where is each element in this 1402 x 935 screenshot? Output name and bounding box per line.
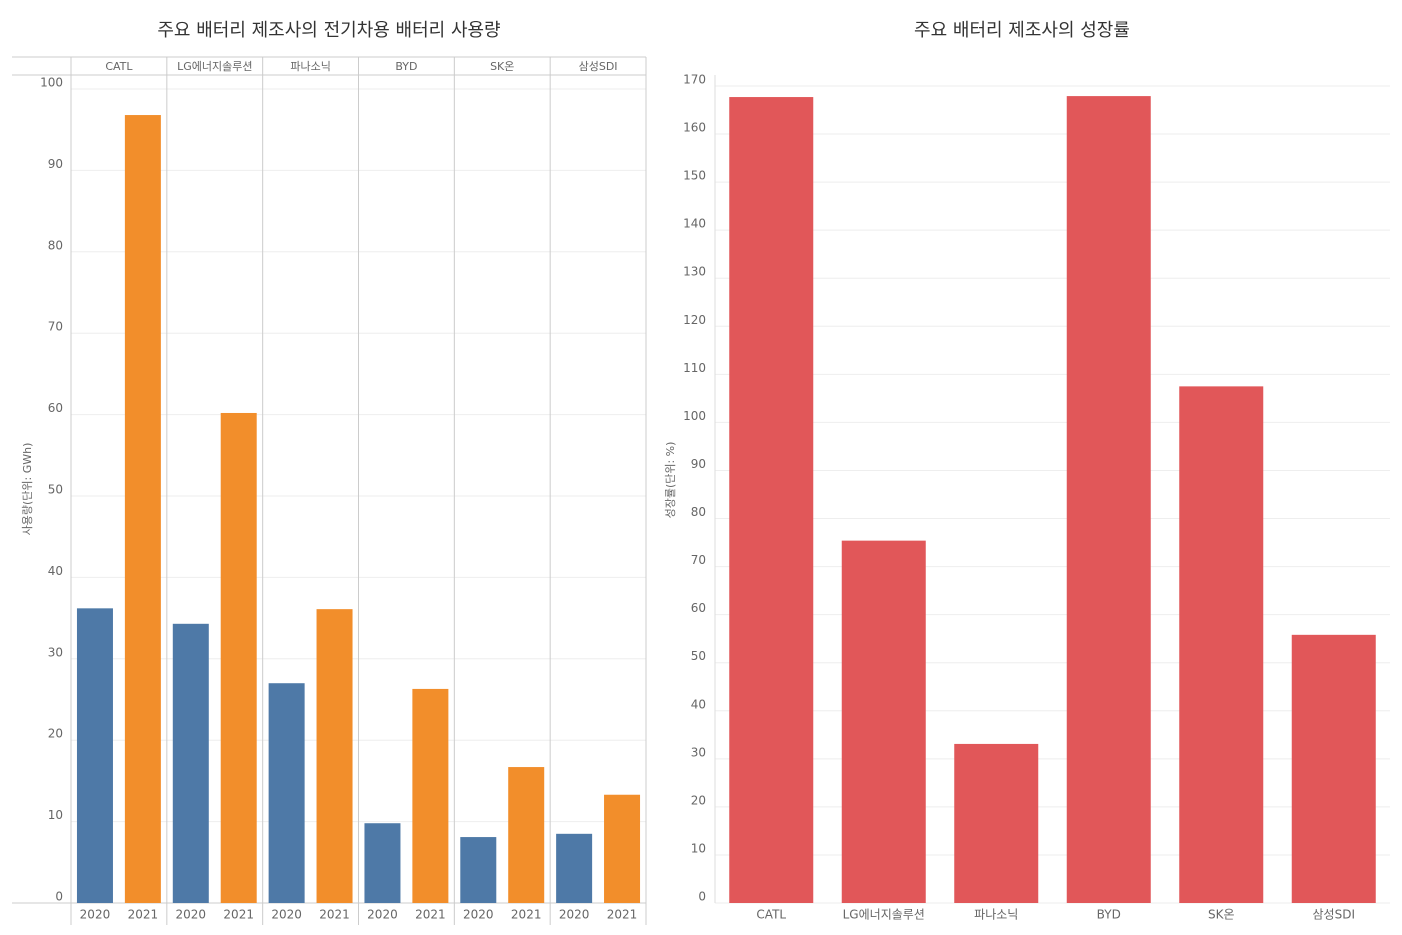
y-axis-title: 사용량(단위: GWh) <box>21 443 34 536</box>
bar <box>508 767 545 903</box>
x-tick-label: SK온 <box>1208 908 1235 922</box>
y-axis-title: 성장률(단위: %) <box>664 442 677 519</box>
x-tick-label: 2021 <box>319 908 350 922</box>
y-tick-label: 80 <box>48 238 63 252</box>
x-tick-label: 2020 <box>367 908 398 922</box>
y-tick-label: 50 <box>48 483 63 497</box>
facet-label: 삼성SDI <box>579 60 618 73</box>
x-tick-label: 2020 <box>559 908 590 922</box>
bar <box>268 683 305 903</box>
bar <box>220 412 257 903</box>
bar <box>841 540 926 903</box>
y-tick-label: 80 <box>691 505 706 519</box>
x-tick-label: 2021 <box>607 908 638 922</box>
y-tick-label: 10 <box>48 808 63 822</box>
y-tick-label: 30 <box>48 645 63 659</box>
x-tick-label: LG에너지솔루션 <box>843 908 925 922</box>
x-tick-label: 파나소닉 <box>974 908 1018 922</box>
bar <box>460 837 497 903</box>
facet-label: CATL <box>105 60 133 73</box>
x-tick-label: CATL <box>756 908 786 922</box>
bar <box>1179 386 1264 903</box>
x-tick-label: 2020 <box>80 908 111 922</box>
bar <box>1066 96 1151 904</box>
y-tick-label: 20 <box>691 793 706 807</box>
y-tick-label: 20 <box>48 727 63 741</box>
x-tick-label: BYD <box>1097 908 1121 922</box>
bar <box>76 608 113 903</box>
y-tick-label: 0 <box>698 890 706 904</box>
y-tick-label: 170 <box>683 73 706 87</box>
x-tick-label: 2020 <box>463 908 494 922</box>
y-tick-label: 40 <box>691 697 706 711</box>
y-tick-label: 120 <box>683 313 706 327</box>
x-tick-label: 2021 <box>128 908 159 922</box>
bar <box>412 688 449 903</box>
y-tick-label: 100 <box>683 409 706 423</box>
y-tick-label: 140 <box>683 217 706 231</box>
y-tick-label: 30 <box>691 745 706 759</box>
facet-label: 파나소닉 <box>290 60 330 73</box>
x-tick-label: 삼성SDI <box>1313 908 1355 922</box>
y-tick-label: 60 <box>691 601 706 615</box>
y-tick-label: 50 <box>691 649 706 663</box>
y-tick-label: 0 <box>55 890 63 904</box>
y-tick-label: 70 <box>691 553 706 567</box>
y-tick-label: 160 <box>683 121 706 135</box>
x-tick-label: 2020 <box>176 908 207 922</box>
y-tick-label: 60 <box>48 401 63 415</box>
y-tick-label: 130 <box>683 265 706 279</box>
bar <box>556 833 593 903</box>
chart-title: 주요 배터리 제조사의 전기차용 배터리 사용량 <box>157 20 500 41</box>
x-tick-label: 2020 <box>271 908 302 922</box>
bar <box>124 115 161 904</box>
y-tick-label: 110 <box>683 361 706 375</box>
bar <box>604 794 641 903</box>
x-tick-label: 2021 <box>415 908 446 922</box>
x-tick-label: 2021 <box>511 908 542 922</box>
y-tick-label: 70 <box>48 320 63 334</box>
bar <box>1291 634 1376 903</box>
y-tick-label: 150 <box>683 169 706 183</box>
y-tick-label: 90 <box>48 157 63 171</box>
x-tick-label: 2021 <box>223 908 254 922</box>
bar <box>954 743 1039 903</box>
chart-title: 주요 배터리 제조사의 성장률 <box>914 20 1130 41</box>
y-tick-label: 10 <box>691 841 706 855</box>
facet-label: SK온 <box>490 60 514 73</box>
bar <box>729 97 814 903</box>
y-tick-label: 40 <box>48 564 63 578</box>
bar <box>316 609 353 903</box>
bar <box>364 823 401 903</box>
facet-label: BYD <box>395 60 417 73</box>
facet-label: LG에너지솔루션 <box>177 60 252 73</box>
y-tick-label: 90 <box>691 457 706 471</box>
bar <box>172 623 209 903</box>
y-tick-label: 100 <box>40 76 63 90</box>
